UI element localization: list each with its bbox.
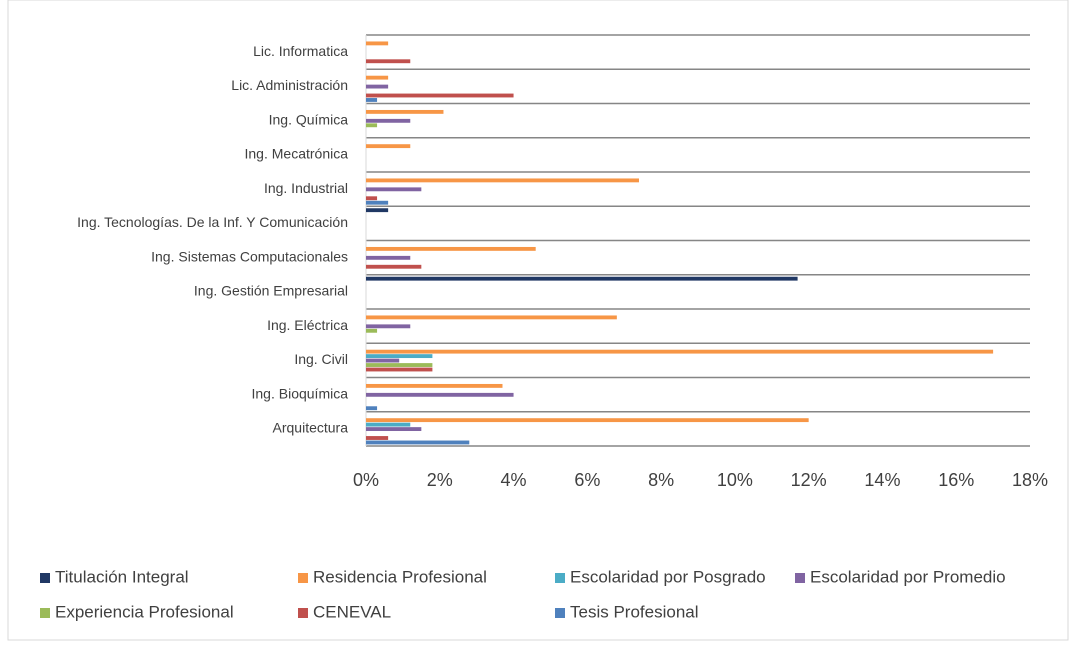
legend-swatch xyxy=(795,573,805,583)
bar xyxy=(366,328,378,333)
legend-label: Experiencia Profesional xyxy=(55,602,234,621)
bar xyxy=(366,59,411,64)
legend-swatch xyxy=(40,573,50,583)
bar xyxy=(366,246,536,251)
category-label: Ing. Sistemas Computacionales xyxy=(151,248,348,264)
bar xyxy=(366,367,433,372)
category-label: Ing. Eléctrica xyxy=(267,317,348,333)
bar xyxy=(366,418,809,423)
x-tick-label: 8% xyxy=(648,470,674,490)
bar xyxy=(366,315,617,320)
legend-label: Tesis Profesional xyxy=(570,602,699,621)
bar xyxy=(366,440,470,445)
x-tick-label: 14% xyxy=(864,470,900,490)
x-tick-label: 18% xyxy=(1012,470,1048,490)
bar xyxy=(366,383,503,388)
bar xyxy=(366,187,422,192)
legend-label: Titulación Integral xyxy=(55,567,189,586)
bar xyxy=(366,200,389,205)
bar xyxy=(366,41,389,46)
bar xyxy=(366,75,389,80)
x-tick-label: 2% xyxy=(427,470,453,490)
bar xyxy=(366,436,389,440)
x-tick-label: 12% xyxy=(791,470,827,490)
legend-label: Escolaridad por Posgrado xyxy=(570,567,766,586)
category-label: Ing. Mecatrónica xyxy=(245,146,349,162)
category-label: Ing. Gestión Empresarial xyxy=(194,283,348,299)
bar xyxy=(366,84,389,89)
bar xyxy=(366,363,433,367)
category-label: Ing. Tecnologías. De la Inf. Y Comunicac… xyxy=(77,214,348,230)
legend-swatch xyxy=(40,608,50,618)
category-label: Ing. Civil xyxy=(294,351,348,367)
bar xyxy=(366,324,411,329)
bar xyxy=(366,392,514,397)
legend-swatch xyxy=(298,608,308,618)
bar xyxy=(366,422,411,427)
legend-swatch xyxy=(555,573,565,583)
bar xyxy=(366,123,378,128)
x-tick-label: 10% xyxy=(717,470,753,490)
bar xyxy=(366,208,389,213)
bar xyxy=(366,118,411,123)
x-tick-label: 16% xyxy=(938,470,974,490)
bar xyxy=(366,255,411,260)
legend-swatch xyxy=(555,608,565,618)
bar xyxy=(366,178,639,183)
category-label: Ing. Bioquímica xyxy=(252,385,349,401)
legend-label: CENEVAL xyxy=(313,602,391,621)
category-label: Lic. Administración xyxy=(231,77,348,93)
bar xyxy=(366,144,411,149)
x-tick-label: 6% xyxy=(574,470,600,490)
bar xyxy=(366,98,378,102)
category-label: Arquitectura xyxy=(273,420,349,436)
category-label: Ing. Industrial xyxy=(264,180,348,196)
bar xyxy=(366,109,444,114)
bar xyxy=(366,354,433,359)
x-tick-label: 4% xyxy=(501,470,527,490)
legend-label: Escolaridad por Promedio xyxy=(810,567,1006,586)
chart-frame xyxy=(7,0,1069,641)
bar xyxy=(366,196,378,201)
bar xyxy=(366,264,422,269)
bar xyxy=(366,406,378,411)
bar xyxy=(366,93,514,98)
bar xyxy=(366,427,422,432)
x-tick-label: 0% xyxy=(353,470,379,490)
category-label: Ing. Química xyxy=(269,111,349,127)
category-label: Lic. Informatica xyxy=(253,43,348,59)
bar xyxy=(366,349,994,354)
legend-swatch xyxy=(298,573,308,583)
legend-label: Residencia Profesional xyxy=(313,567,487,586)
bar xyxy=(366,276,798,281)
bar xyxy=(366,358,400,363)
